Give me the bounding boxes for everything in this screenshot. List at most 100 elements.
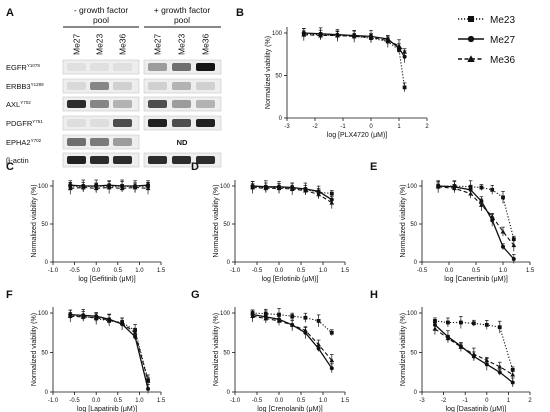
data-point [250,185,255,190]
data-point [80,314,86,319]
x-tick-label: 0.0 [275,268,284,274]
data-point [146,386,151,391]
blot-band [172,63,191,71]
blot-band [90,100,109,108]
data-point [511,256,516,261]
data-point [402,49,407,54]
blot-band [172,100,191,108]
blot-row-label: AXLY702 [6,100,31,109]
y-tick-label: 100 [38,184,49,190]
chart-panel-g: G 0 50 100 -1.0 -0.5 0.0 0.5 1.0 1.5 log [Crenolan… [191,289,350,412]
data-point [303,315,308,320]
x-tick-label: -2 [312,124,318,130]
x-tick-label: 0.5 [297,268,306,274]
x-tick-label: 1.5 [341,268,350,274]
x-tick-label: 1.5 [157,398,166,404]
y-tick-label: 50 [410,351,417,357]
x-tick-label: -1.0 [230,398,241,404]
blot-group-label: - growth factor [74,5,128,15]
data-point [446,320,450,325]
blot-band [172,156,191,164]
data-point [484,358,490,363]
chart-panel-c: C 0 50 100 -1.0 -0.5 0.0 0.5 1.0 1.5 log [Gefitini… [6,161,166,283]
blot-band [196,63,215,71]
x-tick-label: -3 [419,398,425,404]
y-axis-title: Normalized viability (%) [265,36,272,109]
data-point [106,185,112,190]
legend-item: Me27 [458,35,515,46]
series-square [433,316,515,373]
x-tick-label: 1.0 [319,268,328,274]
data-point [289,186,295,191]
x-tick-label: -2 [441,398,447,404]
blot-band [148,63,167,71]
data-point [458,320,463,325]
chart-panel-h: H 0 50 100 -3 -2 -1 0 1 2 log [Dasatinib (μM)] Norm… [370,289,532,412]
blot-row-label: EPHA2Y702 [6,138,42,147]
y-tick-label: 100 [407,184,418,190]
data-point [329,358,335,363]
blot-band [90,138,109,146]
panel-letter-a: A [6,7,14,19]
blot-band [67,100,86,108]
x-tick-label: 1.0 [319,398,328,404]
data-point [289,322,295,327]
blot-row-label: PDGFRY751 [6,119,43,128]
blot-band [67,82,86,90]
data-point [497,370,502,375]
y-axis-title: Normalized viability (%) [400,184,407,257]
data-point [316,319,321,323]
data-point [106,317,112,323]
panel-letter-f: F [6,289,13,301]
panel-letter-b: B [236,7,244,19]
blot-row-label: EGFRY1078 [6,63,40,72]
blot-group-label: + growth factor [154,5,211,15]
panel-letter-d: D [191,161,199,173]
data-point [452,185,457,191]
panel-letter-e: E [370,161,377,173]
legend-label: Me23 [490,15,515,26]
data-point [67,313,73,319]
x-tick-label: -1 [463,398,469,404]
blot-lane-label: Me36 [118,33,128,55]
panel-letter-c: C [6,161,14,173]
data-point [119,320,125,326]
x-tick-label: -1.0 [48,398,59,404]
y-tick-label: 50 [410,222,417,228]
blot-lane-label: Me27 [153,33,163,55]
data-point [479,185,484,190]
legend-item: Me23 [458,15,515,26]
data-point [435,184,441,189]
y-tick-label: 50 [41,222,48,228]
series-line [303,34,405,53]
blot-band [113,156,132,164]
data-point [329,330,334,335]
data-point [276,318,282,323]
y-tick-label: 0 [45,390,49,396]
chart-panel-d: D 0 50 100 -1.0 -0.5 0.0 0.5 1.0 1.5 log [Erlotini… [191,161,350,283]
y-tick-label: 100 [272,31,283,37]
data-point [316,342,321,347]
data-point [402,85,407,90]
data-point [145,378,151,383]
data-point [132,185,138,190]
y-tick-label: 50 [275,74,282,80]
series-triangle [67,181,151,195]
y-tick-label: 0 [227,260,231,266]
chart-panel-e: E 0 50 100 -0.5 0.0 0.5 1.0 1.5 log [Canertinib (… [370,161,535,283]
blot-band [113,138,132,146]
blot-lane-label: Me27 [72,33,82,55]
legend-label: Me27 [490,35,515,46]
panel-letter-g: G [191,289,200,301]
data-point [432,326,438,331]
chart-panel-f: F 0 50 100 -1.0 -0.5 0.0 0.5 1.0 1.5 log [Lapatini… [6,289,166,412]
data-point [316,191,321,197]
blot-band [113,63,132,71]
data-point [510,372,516,377]
data-point [490,187,495,192]
series-circle [436,180,516,264]
x-tick-label: -0.5 [417,268,428,274]
legend-marker-triangle [467,55,475,62]
